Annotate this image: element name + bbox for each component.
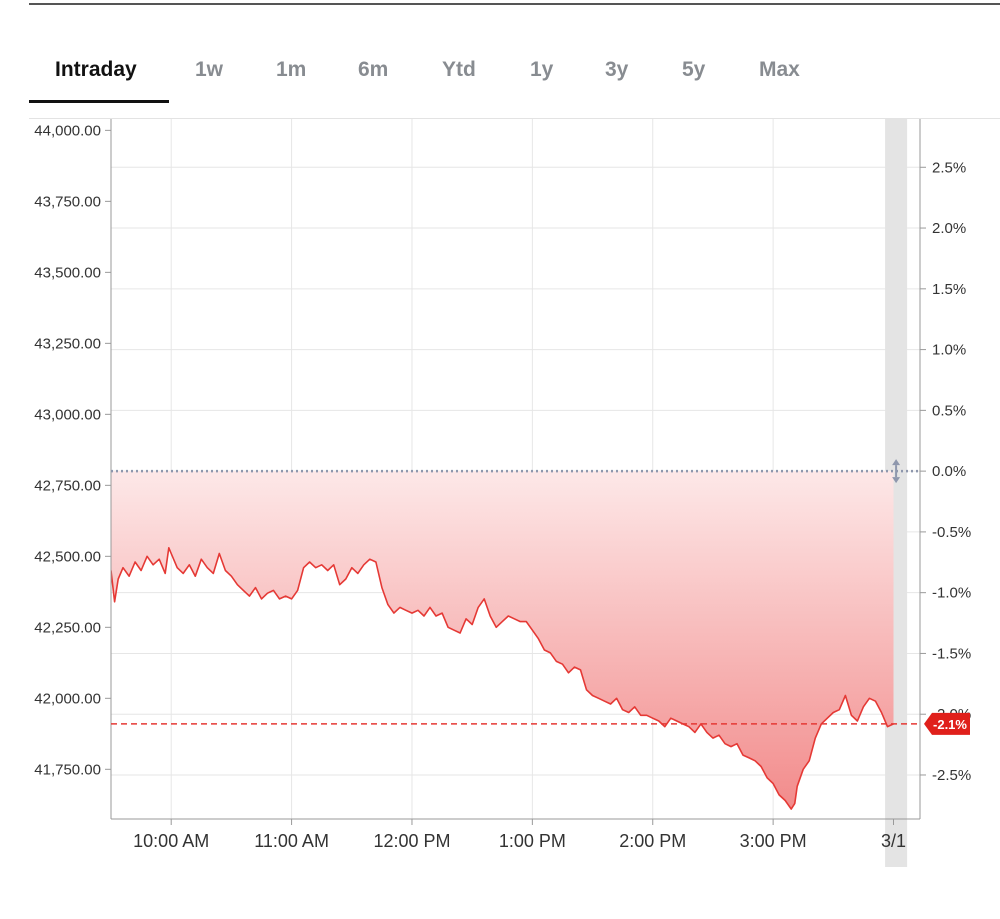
- y-left-tick-label: 43,000.00: [34, 406, 101, 423]
- y-right-tick-label: 2.0%: [932, 220, 966, 237]
- tab-intraday[interactable]: Intraday: [55, 58, 137, 81]
- y-left-tick-label: 41,750.00: [34, 761, 101, 778]
- y-left-tick-label: 42,000.00: [34, 690, 101, 707]
- x-tick-label: 3:00 PM: [740, 831, 807, 851]
- x-tick-label: 10:00 AM: [133, 831, 209, 851]
- y-right-tick-label: -1.5%: [932, 645, 971, 662]
- tick-labels: 44,000.00 43,750.00 43,500.00 43,250.00 43,0…: [34, 122, 971, 851]
- markers: -2.1%: [111, 459, 970, 735]
- tab-3y[interactable]: 3y: [605, 58, 629, 81]
- y-right-tick-label: -0.5%: [932, 524, 971, 541]
- last-change-label: -2.1%: [933, 717, 967, 732]
- x-tick-label: 11:00 AM: [254, 831, 329, 851]
- y-left-tick-label: 43,250.00: [34, 335, 101, 352]
- area-layer: [111, 471, 894, 810]
- y-left-tick-label: 42,500.00: [34, 548, 101, 565]
- tab-1w[interactable]: 1w: [195, 58, 224, 81]
- axes: [110, 119, 921, 820]
- x-tick-label: 12:00 PM: [373, 831, 450, 851]
- price-line: [111, 546, 894, 810]
- y-right-tick-label: -2.5%: [932, 767, 971, 784]
- active-tab-indicator: [29, 100, 169, 103]
- y-left-tick-label: 44,000.00: [34, 122, 101, 139]
- tab-6m[interactable]: 6m: [358, 58, 389, 81]
- tab-ytd[interactable]: Ytd: [442, 58, 476, 81]
- y-right-tick-label: 2.5%: [932, 159, 966, 176]
- tab-max[interactable]: Max: [759, 58, 800, 81]
- y-left-tick-label: 42,250.00: [34, 619, 101, 636]
- tab-1y[interactable]: 1y: [530, 58, 554, 81]
- y-right-tick-label: 1.5%: [932, 281, 966, 298]
- top-divider: [29, 3, 1000, 5]
- y-right-tick-label: 1.0%: [932, 342, 966, 359]
- y-left-tick-label: 43,750.00: [34, 193, 101, 210]
- y-right-tick-label: -1.0%: [932, 585, 971, 602]
- last-change-badge: [924, 712, 970, 735]
- x-tick-label: 1:00 PM: [499, 831, 566, 851]
- drag-handle-icon: [892, 459, 901, 484]
- tab-1m[interactable]: 1m: [276, 58, 307, 81]
- y-right-tick-label: 0.5%: [932, 402, 966, 419]
- tab-5y[interactable]: 5y: [682, 58, 706, 81]
- tabs-divider: [29, 118, 1000, 119]
- y-left-tick-label: 43,500.00: [34, 264, 101, 281]
- x-tick-label: 2:00 PM: [619, 831, 686, 851]
- y-left-tick-label: 42,750.00: [34, 477, 101, 494]
- y-right-tick-label: 0.0%: [932, 463, 966, 480]
- loss-area: [111, 471, 894, 810]
- x-tick-label: 3/1: [881, 831, 906, 851]
